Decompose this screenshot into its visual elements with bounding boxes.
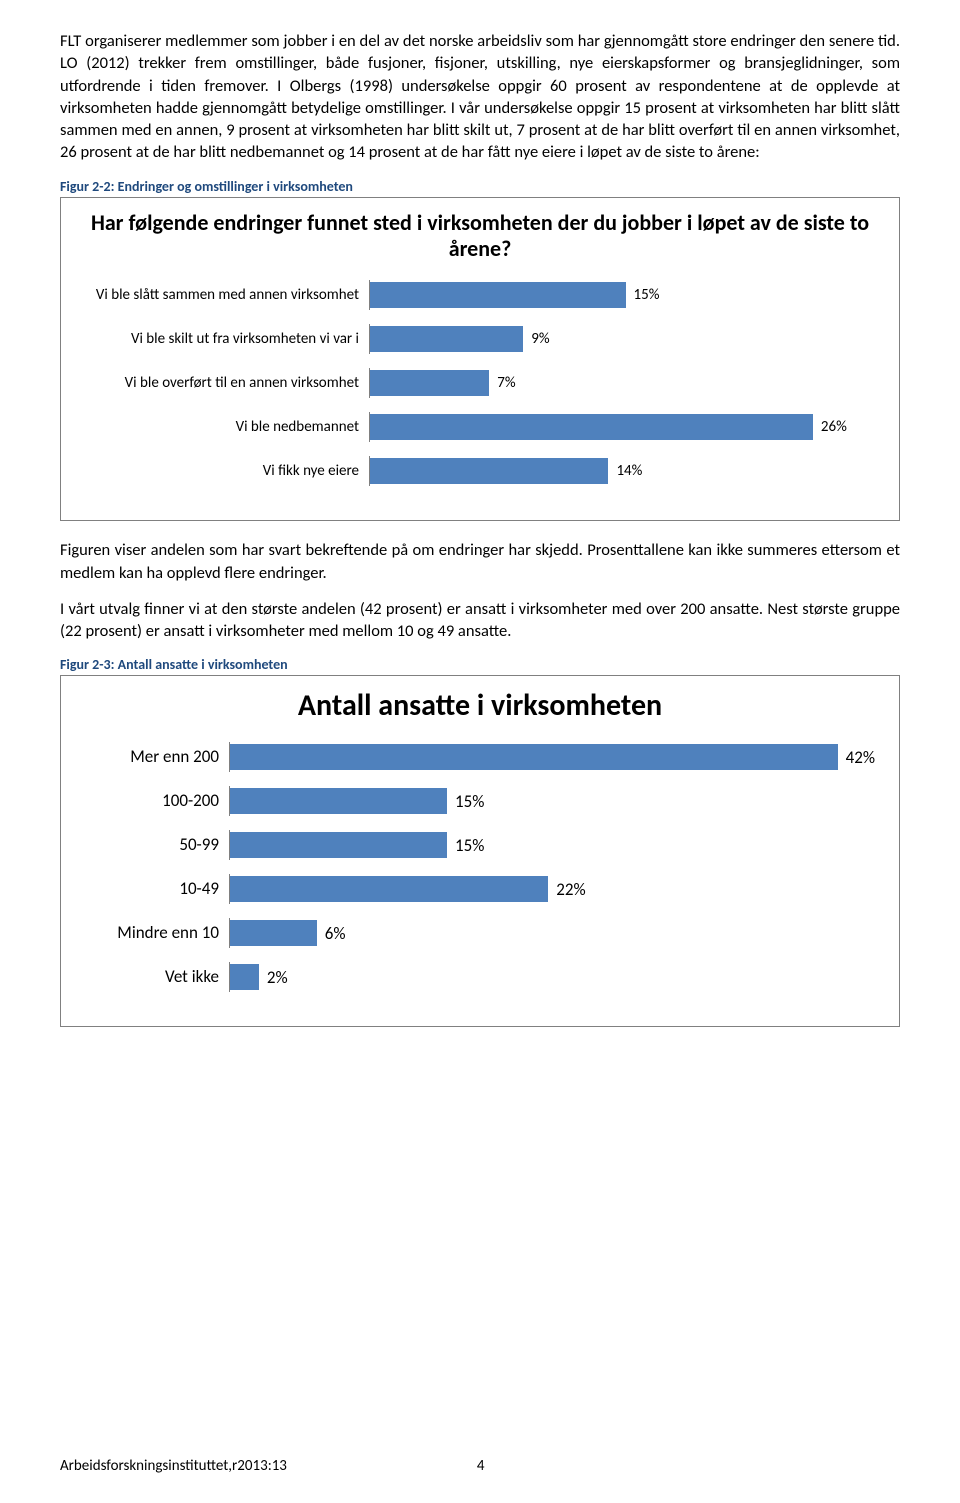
chart-row: Vi ble overført til en annen virksomhet 7… (79, 368, 881, 398)
chart-value: 42% (846, 747, 875, 768)
chart-label: 100-200 (79, 792, 229, 811)
chart-label: Vi ble skilt ut fra virksomheten vi var … (79, 331, 369, 348)
chart-bar (230, 964, 259, 990)
paragraph-2: Figuren viser andelen som har svart bekr… (60, 539, 900, 584)
chart-label: Vi ble nedbemannet (79, 419, 369, 436)
paragraph-1: FLT organiserer medlemmer som jobber i e… (60, 30, 900, 164)
chart-label: Vi ble slått sammen med annen virksomhet (79, 287, 369, 304)
chart-value: 2% (267, 967, 288, 988)
chart-2-3: Antall ansatte i virksomheten Mer enn 20… (60, 675, 900, 1027)
chart-value: 7% (497, 374, 515, 392)
chart-value: 6% (325, 923, 346, 944)
chart-label: Vet ikke (79, 968, 229, 987)
chart-2-3-title: Antall ansatte i virksomheten (79, 688, 881, 724)
chart-bar (370, 282, 626, 308)
chart-label: Vi ble overført til en annen virksomhet (79, 375, 369, 392)
chart-bar-area: 15% (369, 280, 881, 310)
chart-value: 22% (556, 879, 585, 900)
chart-row: Mer enn 200 42% (79, 742, 881, 772)
chart-bar (230, 876, 548, 902)
chart-bar-area: 15% (229, 830, 881, 860)
footer-source: Arbeidsforskningsinstituttet,r2013:13 (60, 1457, 287, 1475)
chart-bar (370, 370, 489, 396)
chart-bar-area: 2% (229, 962, 881, 992)
chart-row: Mindre enn 10 6% (79, 918, 881, 948)
chart-bar (370, 326, 523, 352)
chart-bar-area: 22% (229, 874, 881, 904)
footer-page-number: 4 (477, 1457, 485, 1475)
chart-row: 10-49 22% (79, 874, 881, 904)
chart-row: Vi ble nedbemannet 26% (79, 412, 881, 442)
chart-label: 10-49 (79, 880, 229, 899)
chart-bar (230, 788, 447, 814)
chart-2-2-rows: Vi ble slått sammen med annen virksomhet… (79, 280, 881, 486)
chart-bar-area: 6% (229, 918, 881, 948)
chart-2-2: Har følgende endringer funnet sted i vir… (60, 197, 900, 522)
chart-bar (230, 744, 838, 770)
chart-row: Vi ble skilt ut fra virksomheten vi var … (79, 324, 881, 354)
chart-2-2-title: Har følgende endringer funnet sted i vir… (79, 210, 881, 263)
chart-value: 15% (455, 835, 484, 856)
chart-value: 15% (455, 791, 484, 812)
chart-value: 15% (634, 286, 660, 304)
chart-label: Vi fikk nye eiere (79, 463, 369, 480)
page-footer: Arbeidsforskningsinstituttet,r2013:13 4 (60, 1457, 900, 1475)
paragraph-3: I vårt utvalg finner vi at den største a… (60, 598, 900, 643)
chart-label: 50-99 (79, 836, 229, 855)
chart-bar-area: 26% (369, 412, 881, 442)
chart-row: 100-200 15% (79, 786, 881, 816)
chart-bar (230, 920, 317, 946)
chart-bar-area: 14% (369, 456, 881, 486)
chart-row: Vet ikke 2% (79, 962, 881, 992)
chart-bar-area: 7% (369, 368, 881, 398)
chart-row: Vi ble slått sammen med annen virksomhet… (79, 280, 881, 310)
chart-2-3-rows: Mer enn 200 42% 100-200 15% 50-99 15% 10-49 22%… (79, 742, 881, 992)
chart-row: 50-99 15% (79, 830, 881, 860)
chart-value: 26% (821, 418, 847, 436)
chart-bar (370, 458, 608, 484)
figure-2-2-caption: Figur 2-2: Endringer og omstillinger i v… (60, 178, 900, 195)
chart-row: Vi fikk nye eiere 14% (79, 456, 881, 486)
chart-bar-area: 15% (229, 786, 881, 816)
chart-bar-area: 9% (369, 324, 881, 354)
chart-label: Mindre enn 10 (79, 924, 229, 943)
chart-bar (370, 414, 813, 440)
chart-label: Mer enn 200 (79, 748, 229, 767)
chart-bar (230, 832, 447, 858)
chart-value: 14% (616, 462, 642, 480)
figure-2-3-caption: Figur 2-3: Antall ansatte i virksomheten (60, 656, 900, 673)
chart-bar-area: 42% (229, 742, 881, 772)
chart-value: 9% (531, 330, 549, 348)
